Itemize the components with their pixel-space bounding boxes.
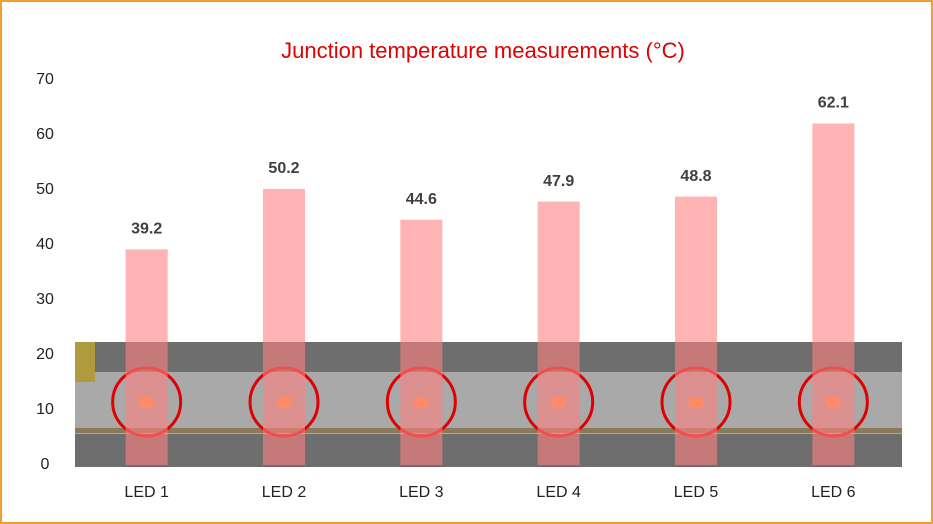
bar [125, 249, 168, 465]
y-tick-label: 60 [36, 126, 54, 143]
y-tick-label: 70 [36, 71, 54, 88]
bar [812, 123, 855, 465]
value-label: 44.6 [406, 191, 437, 208]
chart-title: Junction temperature measurements (°C) [281, 38, 685, 63]
y-tick-label: 50 [36, 181, 54, 198]
value-label: 39.2 [131, 221, 162, 238]
photo [75, 342, 902, 467]
bar [263, 188, 305, 465]
y-tick-label: 40 [36, 236, 54, 253]
y-tick-label: 30 [36, 291, 54, 308]
bar [675, 196, 717, 465]
x-tick-label: LED 1 [124, 484, 169, 501]
value-label: 50.2 [268, 160, 299, 177]
x-tick-label: LED 6 [811, 484, 856, 501]
value-label: 48.8 [680, 168, 711, 185]
value-label: 47.9 [543, 173, 574, 190]
bar [400, 219, 443, 465]
x-tick-label: LED 5 [674, 484, 719, 501]
value-label: 62.1 [818, 95, 849, 112]
x-tick-label: LED 4 [536, 484, 581, 501]
y-tick-label: 20 [36, 346, 54, 363]
y-tick-label: 10 [36, 401, 54, 418]
bar [537, 201, 580, 466]
x-tick-label: LED 3 [399, 484, 444, 501]
x-tick-label: LED 2 [262, 484, 307, 501]
y-tick-label: 0 [41, 456, 50, 473]
